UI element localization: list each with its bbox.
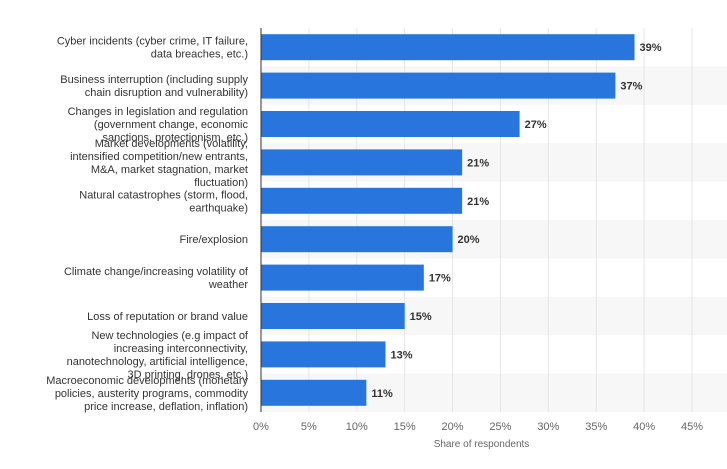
category-label-line: Changes in legislation and regulation	[68, 106, 248, 118]
data-label: 17%	[429, 273, 451, 285]
bar	[261, 72, 616, 99]
data-label: 27%	[525, 119, 547, 131]
category-label-line: Climate change/increasing volatility of	[64, 266, 249, 278]
data-label: 21%	[467, 196, 489, 208]
bar	[261, 226, 453, 253]
category-label: Macroeconomic developments (monetarypoli…	[46, 375, 248, 413]
data-label: 15%	[410, 311, 432, 323]
category-label: New technologies (e.g impact ofincreasin…	[67, 330, 249, 381]
bar	[261, 34, 635, 61]
category-labels: Cyber incidents (cyber crime, IT failure…	[46, 36, 249, 413]
category-label: Loss of reputation or brand value	[87, 311, 248, 323]
category-label-line: policies, austerity programs, commodity	[55, 388, 249, 400]
bar	[261, 149, 463, 176]
data-label: 21%	[467, 157, 489, 169]
category-label: Natural catastrophes (storm, flood,earth…	[79, 189, 248, 214]
category-label-line: fluctuation)	[194, 177, 248, 189]
data-labels: 39% 37% 27% 21% 21% 20% 17% 15% 13% 11%	[371, 42, 661, 400]
category-label-line: Business interruption (including supply	[60, 74, 248, 86]
x-tick-label: 35%	[585, 421, 607, 433]
category-label: Market developments (volatility,intensif…	[70, 138, 248, 189]
bars	[261, 34, 635, 406]
category-label-line: increasing interconnectivity,	[114, 343, 248, 355]
category-label: Climate change/increasing volatility ofw…	[64, 266, 249, 291]
category-label-line: Macroeconomic developments (monetary	[46, 375, 248, 387]
category-label-line: nanotechnology, artificial intelligence,	[67, 356, 248, 368]
category-label-line: New technologies (e.g impact of	[91, 330, 248, 342]
data-label: 20%	[458, 234, 480, 246]
x-tick-label: 0%	[253, 421, 269, 433]
category-label-line: weather	[208, 279, 248, 291]
category-label: Fire/explosion	[180, 234, 248, 246]
x-axis-ticks: 0% 5% 10% 15% 20% 25% 30% 35% 40% 45%	[253, 421, 703, 433]
category-label-line: intensified competition/new entrants,	[70, 151, 248, 163]
x-tick-label: 25%	[489, 421, 511, 433]
category-label-line: earthquake)	[189, 202, 248, 214]
category-label-line: chain disruption and vulnerability)	[85, 87, 248, 99]
bar	[261, 379, 367, 406]
category-label-line: sanctions, protectionism, etc.)	[102, 132, 248, 144]
data-label: 39%	[640, 42, 662, 54]
x-tick-label: 30%	[537, 421, 559, 433]
category-label-line: (government change, economic	[94, 119, 249, 131]
data-label: 13%	[391, 349, 413, 361]
category-label-line: Cyber incidents (cyber crime, IT failure…	[57, 36, 248, 48]
x-tick-label: 15%	[394, 421, 416, 433]
category-label-line: 3D printing, drones, etc.)	[128, 369, 248, 381]
category-label-line: Market developments (volatility,	[95, 138, 248, 150]
category-label-line: M&A, market stagnation, market	[91, 164, 248, 176]
category-label-line: Fire/explosion	[180, 234, 248, 246]
category-label-line: price increase, deflation, inflation)	[84, 401, 248, 413]
category-label: Cyber incidents (cyber crime, IT failure…	[57, 36, 248, 61]
bar	[261, 111, 520, 137]
bar	[261, 264, 424, 291]
bar	[261, 303, 405, 329]
category-label-line: data breaches, etc.)	[151, 49, 248, 61]
x-tick-label: 5%	[301, 421, 317, 433]
x-tick-label: 20%	[442, 421, 464, 433]
category-label-line: Loss of reputation or brand value	[87, 311, 248, 323]
x-tick-label: 40%	[633, 421, 655, 433]
data-label: 11%	[371, 388, 393, 400]
x-tick-label: 45%	[681, 421, 703, 433]
category-label: Changes in legislation and regulation(go…	[68, 106, 249, 144]
category-label-line: Natural catastrophes (storm, flood,	[79, 189, 248, 201]
x-tick-label: 10%	[346, 421, 368, 433]
data-label: 37%	[620, 81, 642, 93]
bar	[261, 187, 463, 214]
bar	[261, 341, 386, 368]
category-label: Business interruption (including supplyc…	[60, 74, 248, 99]
x-axis-title: Share of respondents	[434, 439, 530, 450]
